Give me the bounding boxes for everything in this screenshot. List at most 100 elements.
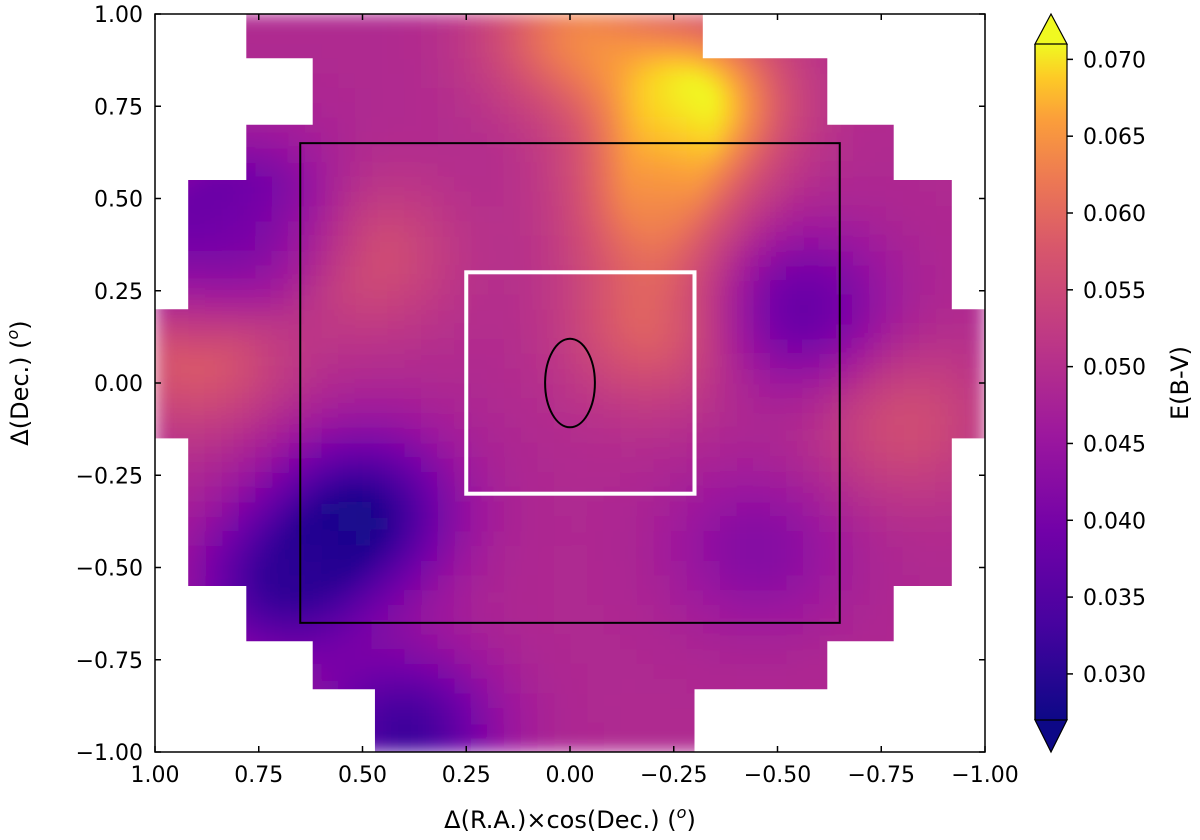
heatmap-cell: [768, 500, 787, 517]
heatmap-cell: [254, 279, 272, 295]
heatmap-cell: [519, 574, 538, 591]
heatmap-cell: [967, 116, 985, 133]
heatmap-cell: [735, 677, 754, 694]
heatmap-cell: [602, 72, 621, 89]
heatmap-cell: [735, 43, 754, 59]
heatmap-cell: [669, 28, 687, 45]
heatmap-cell: [187, 367, 206, 384]
heatmap-cell: [635, 367, 654, 384]
heatmap-cell: [635, 677, 654, 694]
heatmap-cell: [486, 397, 505, 414]
heatmap-cell: [436, 618, 455, 635]
heatmap-cell: [718, 102, 737, 118]
heatmap-cell: [287, 633, 305, 650]
extinction-heatmap: [155, 14, 985, 752]
heatmap-cell: [851, 648, 870, 664]
heatmap-cell: [652, 338, 671, 354]
heatmap-cell: [254, 530, 272, 546]
heatmap-cell: [204, 633, 222, 650]
y-tick-label: −1.00: [76, 741, 143, 766]
heatmap-cell: [237, 175, 256, 192]
heatmap-cell: [436, 323, 455, 340]
heatmap-cell: [635, 397, 654, 414]
heatmap-cell: [652, 441, 671, 458]
heatmap-cell: [536, 116, 554, 133]
heatmap-cell: [386, 249, 405, 266]
heatmap-cell: [752, 249, 770, 266]
heatmap-cell: [320, 205, 339, 222]
heatmap-cell: [187, 589, 206, 605]
heatmap-cell: [469, 14, 488, 30]
heatmap-cell: [835, 471, 853, 487]
heatmap-cell: [851, 352, 870, 369]
heatmap-cell: [469, 43, 488, 59]
y-axis-label: Δ(Dec.) (o): [3, 320, 34, 445]
y-tick-label: 1.00: [94, 3, 143, 28]
heatmap-cell: [254, 116, 272, 133]
heatmap-cell: [187, 456, 206, 473]
heatmap-cell: [868, 293, 886, 310]
heatmap-cell: [420, 116, 438, 133]
heatmap-cell: [918, 323, 936, 340]
heatmap-cell: [702, 471, 720, 487]
heatmap-cell: [536, 28, 554, 45]
heatmap-cell: [519, 707, 538, 723]
heatmap-cell: [337, 264, 355, 281]
heatmap-cell: [635, 441, 654, 458]
heatmap-cell: [702, 515, 720, 532]
heatmap-cell: [171, 736, 189, 752]
heatmap-cell: [967, 441, 985, 458]
heatmap-cell: [503, 367, 521, 384]
heatmap-cell: [785, 589, 803, 605]
heatmap-cell: [967, 397, 985, 414]
heatmap-cell: [752, 589, 770, 605]
heatmap-cell: [370, 234, 388, 251]
heatmap-cell: [155, 352, 173, 369]
heatmap-cell: [552, 175, 571, 192]
heatmap-cell: [287, 648, 305, 664]
heatmap-cell: [220, 72, 239, 89]
heatmap-cell: [386, 175, 405, 192]
heatmap-cell: [303, 589, 322, 605]
heatmap-cell: [353, 603, 372, 620]
heatmap-cell: [967, 72, 985, 89]
heatmap-cell: [951, 308, 969, 325]
heatmap-cell: [469, 293, 488, 310]
heatmap-cell: [536, 559, 554, 576]
heatmap-cell: [752, 146, 770, 163]
heatmap-cell: [453, 14, 471, 30]
heatmap-cell: [303, 574, 322, 591]
heatmap-cell: [353, 116, 372, 133]
heatmap-cell: [287, 28, 305, 45]
heatmap-cell: [386, 633, 405, 650]
heatmap-cell: [370, 323, 388, 340]
heatmap-cell: [204, 574, 222, 591]
heatmap-cell: [569, 72, 588, 89]
heatmap-cell: [768, 102, 787, 118]
heatmap-cell: [801, 14, 820, 30]
heatmap-cell: [187, 323, 206, 340]
heatmap-cell: [403, 87, 422, 104]
heatmap-cell: [220, 485, 239, 502]
heatmap-cell: [569, 220, 588, 236]
heatmap-cell: [785, 264, 803, 281]
heatmap-cell: [818, 662, 837, 679]
heatmap-cell: [735, 515, 754, 532]
heatmap-cell: [270, 28, 289, 45]
heatmap-cell: [536, 14, 554, 30]
heatmap-cell: [536, 161, 554, 177]
heatmap-cell: [486, 57, 505, 74]
heatmap-cell: [801, 293, 820, 310]
heatmap-cell: [503, 220, 521, 236]
heatmap-cell: [469, 633, 488, 650]
heatmap-cell: [536, 441, 554, 458]
heatmap-cell: [386, 382, 405, 399]
heatmap-cell: [420, 707, 438, 723]
heatmap-cell: [718, 57, 737, 74]
heatmap-cell: [851, 707, 870, 723]
y-axis-label-unit: o: [3, 329, 22, 339]
heatmap-cell: [934, 190, 953, 207]
heatmap-cell: [436, 205, 455, 222]
heatmap-cell: [353, 707, 372, 723]
heatmap-cell: [619, 456, 637, 473]
